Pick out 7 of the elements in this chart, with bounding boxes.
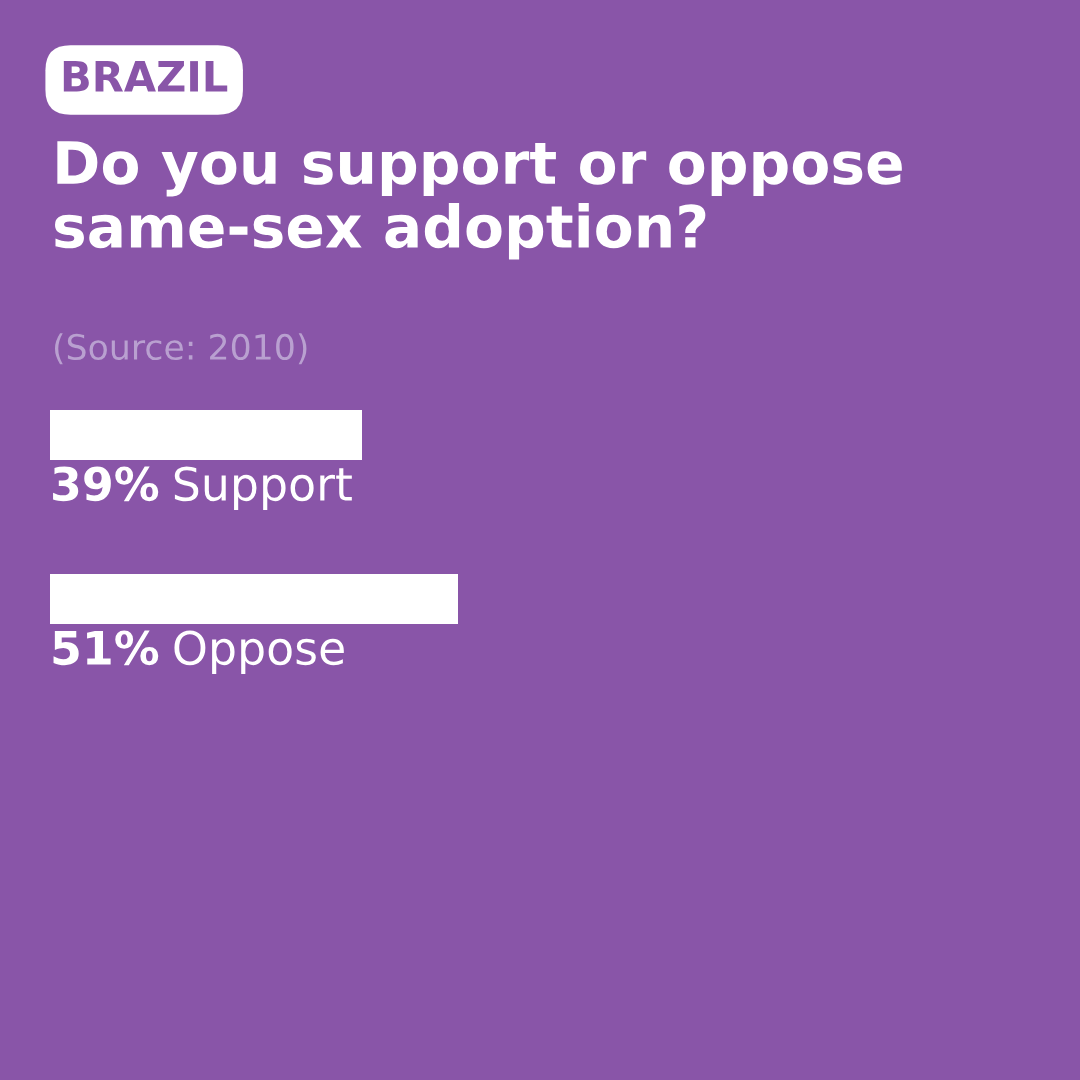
data-label: 51% <box>53 630 159 666</box>
data-label: 39% <box>53 466 159 502</box>
y-tick-label: Oppose <box>174 630 344 675</box>
y-tick-label: Support <box>174 466 352 511</box>
chart-title: Do you support or oppose same-sex adoption? <box>55 141 902 260</box>
text: (Source: 2010) <box>54 333 307 365</box>
text: BRAZIL <box>63 61 228 92</box>
